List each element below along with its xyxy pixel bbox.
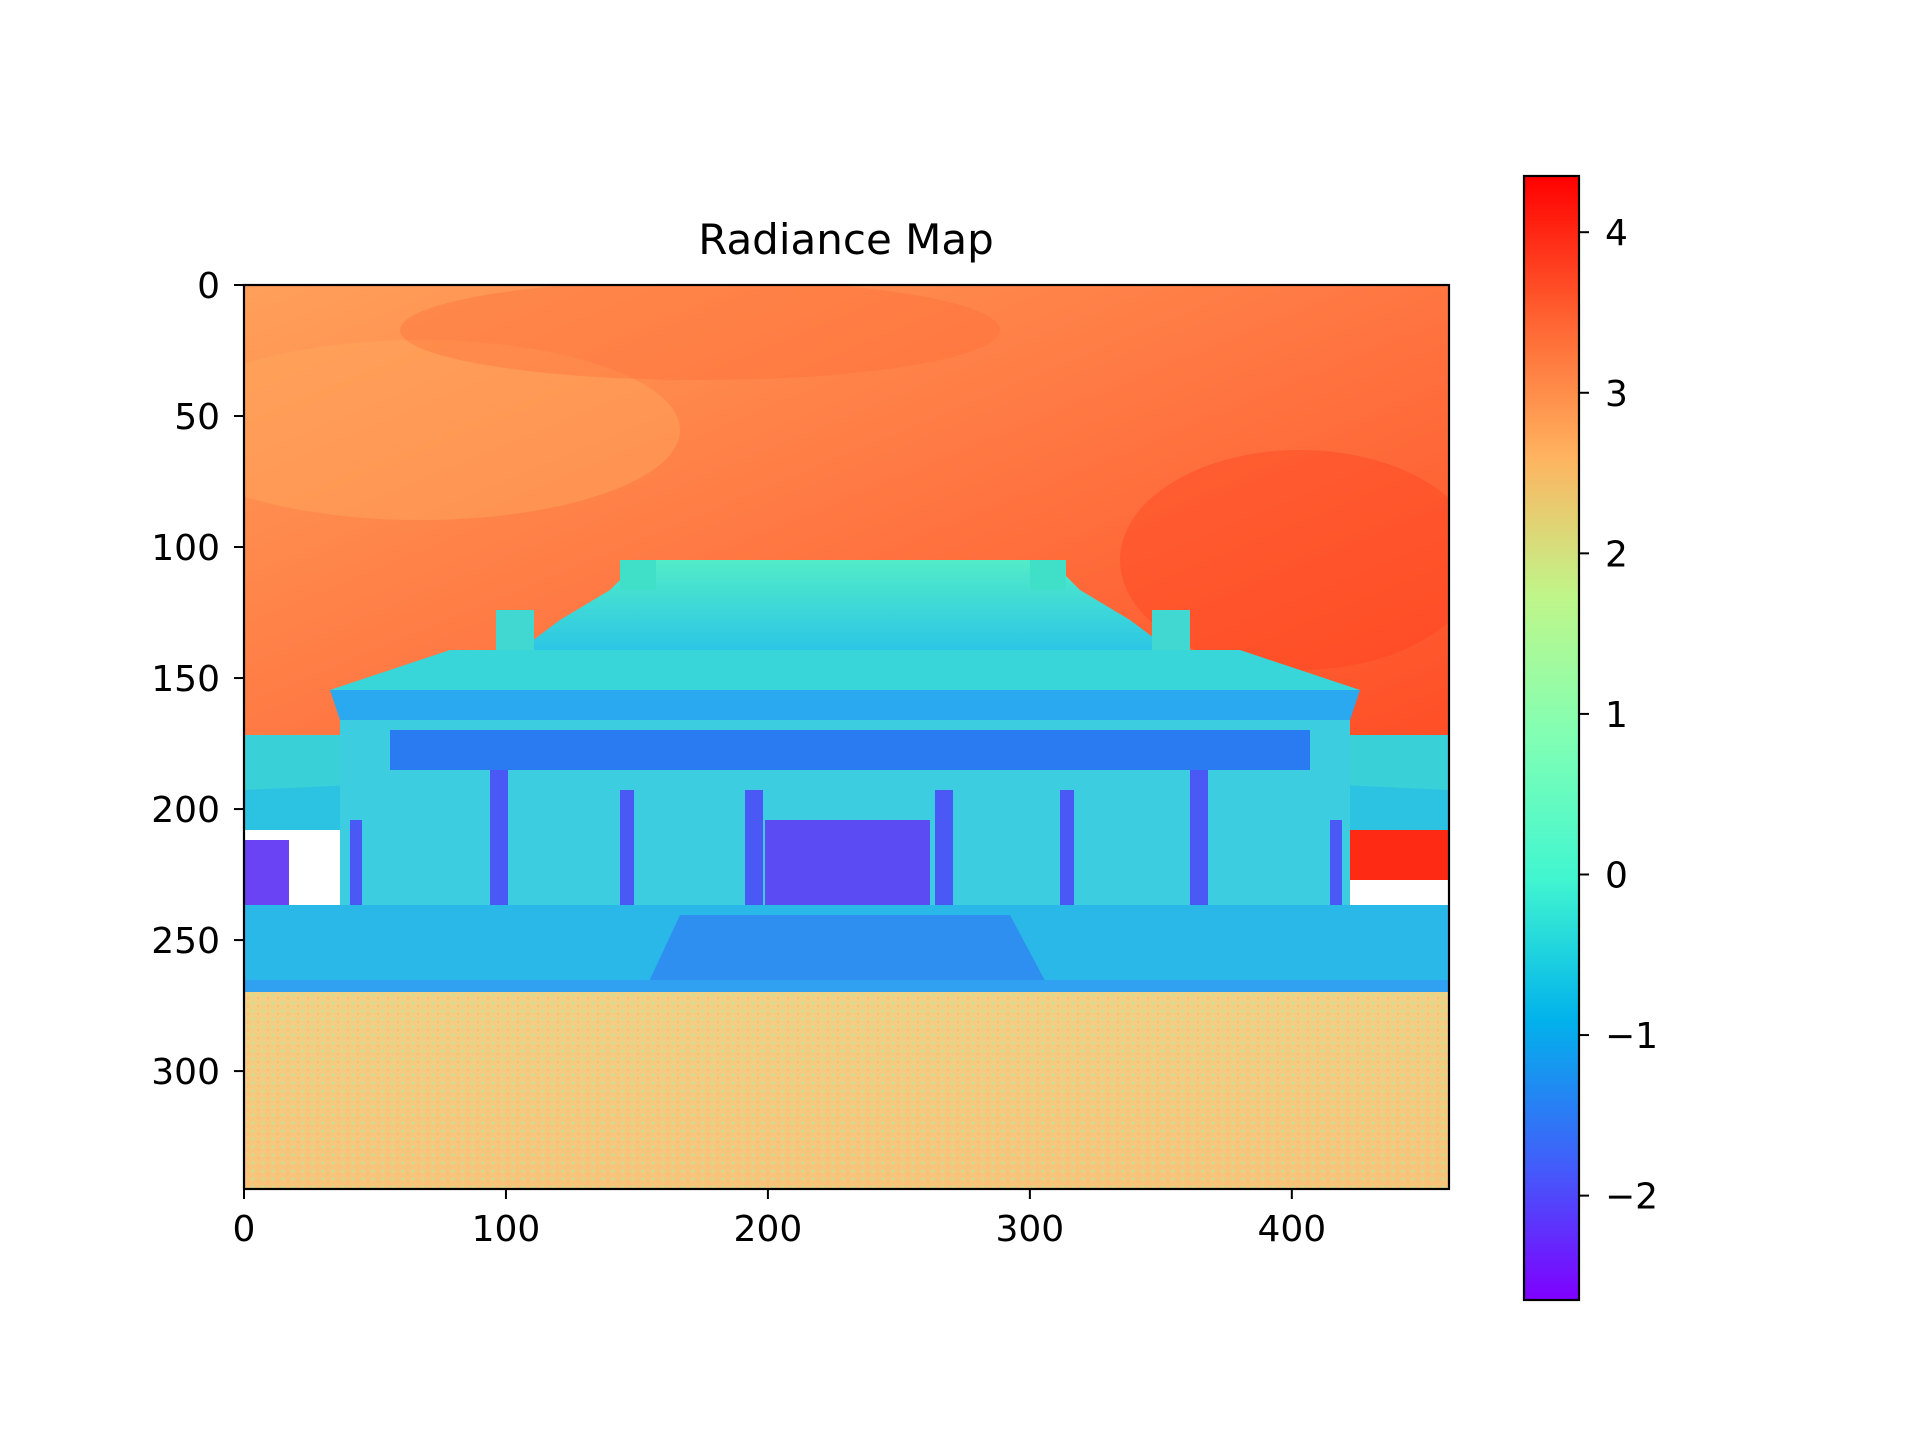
colorbar-tick-label: 3 xyxy=(1605,374,1628,415)
colorbar-tick-label: 1 xyxy=(1605,695,1628,736)
heatmap-image xyxy=(244,285,1449,1189)
building-region xyxy=(244,560,1449,995)
x-tick-label: 400 xyxy=(1257,1209,1326,1250)
colorbar-tick-label: −1 xyxy=(1605,1016,1658,1057)
colorbar-tick-label: −2 xyxy=(1605,1177,1658,1218)
y-tick-label: 250 xyxy=(151,921,220,962)
x-tick-label: 300 xyxy=(996,1209,1065,1250)
plot-frame xyxy=(242,283,1451,1191)
y-tick-label: 50 xyxy=(174,397,220,438)
x-tick-label: 200 xyxy=(734,1209,803,1250)
y-tick-label: 0 xyxy=(197,266,220,307)
colorbar xyxy=(1522,174,1581,1302)
chart-title: Radiance Map xyxy=(698,215,994,264)
colorbar-tick-label: 4 xyxy=(1605,213,1628,254)
x-tick-label: 0 xyxy=(233,1209,256,1250)
y-tick-label: 200 xyxy=(151,790,220,831)
colorbar-axis: −2 −1 0 1 2 3 4 xyxy=(1579,213,1658,1218)
x-axis: 0 100 200 300 400 xyxy=(233,1189,1326,1250)
colorbar-tick-label: 2 xyxy=(1605,534,1628,575)
x-tick-label: 100 xyxy=(472,1209,541,1250)
colorbar-tick-label: 0 xyxy=(1605,855,1628,896)
y-tick-label: 150 xyxy=(151,659,220,700)
y-tick-label: 300 xyxy=(151,1052,220,1093)
y-axis: 0 50 100 150 200 250 300 xyxy=(151,266,244,1093)
y-tick-label: 100 xyxy=(151,528,220,569)
